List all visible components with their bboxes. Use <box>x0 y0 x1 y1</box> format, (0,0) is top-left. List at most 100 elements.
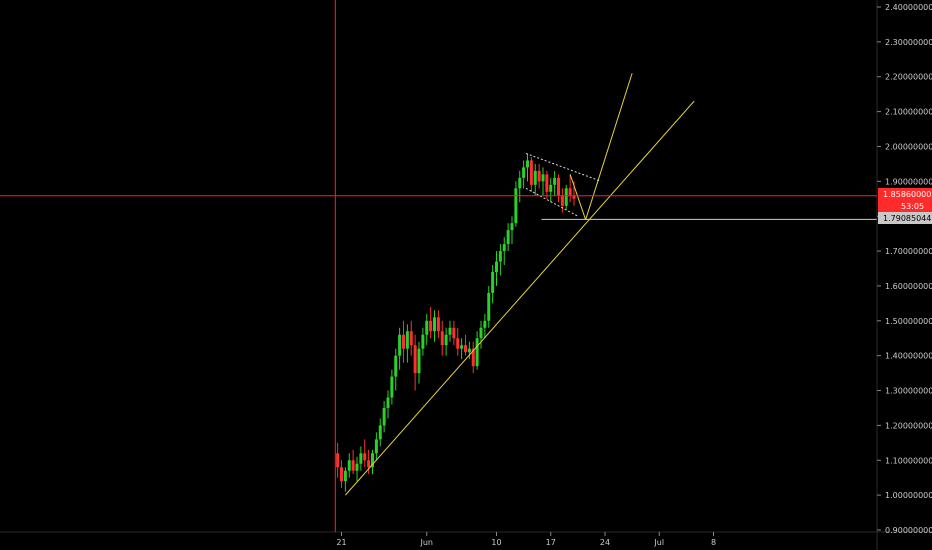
candle-body <box>347 460 351 471</box>
candle-body <box>541 174 545 182</box>
candle-body <box>564 188 568 206</box>
candle-body <box>502 244 506 252</box>
candle-body <box>526 160 529 168</box>
y-tick-label: 2.20000000 <box>885 73 932 82</box>
trendline[interactable] <box>345 100 695 496</box>
candle-body <box>537 170 541 182</box>
candle-body <box>464 345 467 353</box>
candle-body <box>568 188 572 196</box>
candle-body <box>518 177 522 189</box>
candle-body <box>382 407 386 426</box>
candle-body <box>433 317 436 332</box>
candle-body <box>514 188 518 224</box>
price-tags: 1.79085044 1.85860000 53:05 <box>878 188 932 224</box>
candle-body <box>553 177 557 185</box>
x-tick-label: Jul <box>653 538 664 547</box>
candle-body <box>340 467 343 482</box>
horizontal-line-price-tag-bg <box>878 212 932 224</box>
candle-body <box>549 184 553 192</box>
y-tick-label: 2.30000000 <box>885 38 932 47</box>
y-tick-label: 1.70000000 <box>885 247 932 256</box>
candle-body <box>355 463 359 471</box>
candle-body <box>405 331 409 349</box>
crosshair-price-tag: 1.85860000 <box>883 190 931 199</box>
y-tick-label: 1.30000000 <box>885 387 932 396</box>
y-tick-label: 2.10000000 <box>885 108 932 117</box>
candle-body <box>367 460 371 468</box>
y-tick-label: 1.60000000 <box>885 282 932 291</box>
candle-body <box>440 331 444 346</box>
candle-body <box>483 320 487 328</box>
countdown-tag: 53:05 <box>901 202 924 211</box>
x-tick-label: 21 <box>336 538 346 547</box>
candle-body <box>475 338 479 367</box>
candle-body <box>471 348 475 367</box>
channel-lower-line[interactable] <box>525 187 579 217</box>
drop-line[interactable] <box>569 174 587 220</box>
candle-body <box>529 160 533 185</box>
candle-body <box>510 223 514 231</box>
x-tick-label: 17 <box>546 538 556 547</box>
y-tick-label: 2.00000000 <box>885 142 932 151</box>
candle-body <box>417 348 421 374</box>
candle-body <box>467 348 471 353</box>
candle-body <box>359 453 363 464</box>
candle-body <box>444 334 448 346</box>
x-tick-label: 24 <box>600 538 610 547</box>
candle-body <box>374 439 378 454</box>
y-tick-label: 1.20000000 <box>885 421 932 430</box>
candle-body <box>522 167 526 178</box>
candle-body <box>436 317 440 332</box>
candle-body <box>452 327 456 339</box>
countdown-tag-bg <box>878 200 932 212</box>
candle-body <box>572 195 576 199</box>
candle-body <box>495 261 498 272</box>
candle-body <box>487 292 491 321</box>
y-tick-label: 1.40000000 <box>885 352 932 361</box>
crosshair <box>0 0 877 532</box>
candle-body <box>390 376 394 398</box>
candle-body <box>363 453 367 461</box>
candle-body <box>398 334 402 356</box>
x-tick-label: 8 <box>711 538 716 547</box>
candle-body <box>479 327 483 339</box>
candle-body <box>402 334 405 349</box>
crosshair-price-tag-bg <box>878 188 932 200</box>
candle-body <box>456 338 460 349</box>
candle-body <box>343 470 347 482</box>
candle-body <box>371 453 374 468</box>
x-tick-label: 10 <box>491 538 501 547</box>
candle-body <box>421 334 425 349</box>
candle-body <box>498 251 502 262</box>
time-axis[interactable]: 21 Jun 10 17 24 Jul 8 <box>336 532 716 547</box>
plot-area[interactable] <box>336 153 576 492</box>
candle-body <box>425 320 429 335</box>
candle-body <box>560 195 564 206</box>
candle-body <box>533 170 537 185</box>
candle-body <box>378 425 382 440</box>
candle-body <box>336 453 340 468</box>
y-tick-label: 2.40000000 <box>885 3 932 12</box>
price-axis[interactable]: 2.40000000 2.30000000 2.20000000 2.10000000… <box>877 3 932 535</box>
y-tick-label: 1.10000000 <box>885 456 932 465</box>
y-tick-label: 1.00000000 <box>885 491 932 500</box>
y-tick-label: 1.50000000 <box>885 317 932 326</box>
channel-upper-line[interactable] <box>525 152 602 182</box>
y-tick-label: 0.90000000 <box>885 526 932 535</box>
candle-body <box>386 397 390 408</box>
candle-body <box>460 345 464 349</box>
candle-body <box>394 355 398 377</box>
candle-body <box>506 230 510 245</box>
candle-body <box>448 327 452 335</box>
horizontal-line-price-tag: 1.79085044 <box>883 214 931 223</box>
candle-body <box>351 460 355 471</box>
x-tick-label: Jun <box>420 538 434 547</box>
candle-body <box>429 320 433 332</box>
candle-body <box>491 271 495 293</box>
candle-body <box>409 331 413 346</box>
candle-body <box>413 345 417 374</box>
candle-body <box>557 177 560 196</box>
candle-body <box>545 174 549 192</box>
